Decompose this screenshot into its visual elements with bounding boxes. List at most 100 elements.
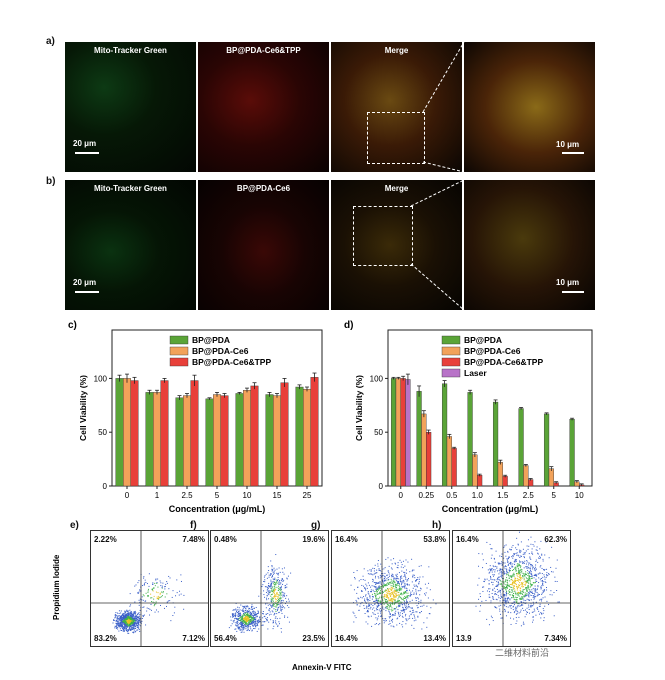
micrograph-title: Merge	[384, 184, 409, 193]
x-axis-title: Concentration (μg/mL)	[169, 504, 266, 514]
bar	[497, 462, 503, 487]
bar	[235, 393, 244, 487]
bar	[451, 448, 457, 487]
flow-panel-label: g)	[311, 520, 321, 531]
scale-label: 20 μm	[73, 278, 97, 287]
flow-panel-label: h)	[432, 520, 442, 531]
flow-panel-label: f)	[190, 520, 197, 531]
bar	[467, 392, 473, 487]
quadrant-value: 16.4%	[456, 535, 479, 544]
y-tick-label: 0	[379, 482, 384, 491]
scale-label: 10 μm	[556, 278, 580, 287]
flow-scatter	[211, 531, 328, 646]
quadrant-value: 19.6%	[302, 535, 325, 544]
bar	[160, 380, 169, 487]
bar	[405, 379, 411, 487]
micrograph-a-zoom: 10 μm	[464, 42, 595, 172]
flow-xlabel: Annexin-V FITC	[292, 663, 352, 672]
scale-label: 10 μm	[556, 140, 580, 149]
scale-bar	[562, 291, 584, 293]
x-tick-label: 1.0	[472, 491, 484, 500]
bar	[390, 378, 397, 487]
watermark: 二维材料前沿	[495, 648, 550, 658]
micrograph-b-merge: Merge	[331, 180, 462, 310]
legend-swatch	[441, 335, 461, 345]
quadrant-value: 2.22%	[94, 535, 117, 544]
scale-bar	[75, 291, 99, 293]
plot-frame	[387, 329, 593, 487]
bar	[213, 394, 221, 487]
bar	[190, 380, 199, 487]
y-tick-label: 100	[370, 374, 384, 383]
legend-label: BP@PDA-Ce6	[464, 346, 521, 356]
x-tick-label: 25	[303, 491, 312, 500]
quadrant-value: 83.2%	[94, 634, 117, 643]
flow-scatter	[332, 531, 449, 646]
bar	[421, 413, 427, 487]
micrograph-b-green: Mito-Tracker Green 20 μm	[65, 180, 196, 310]
bar	[446, 436, 452, 487]
panel-label: c)	[68, 320, 77, 331]
quadrant-value: 53.8%	[423, 535, 446, 544]
quadrant-value: 13.9	[456, 634, 472, 643]
flow-panel-label: e)	[70, 520, 79, 531]
x-tick-label: 5	[215, 491, 220, 500]
legend-swatch	[169, 357, 189, 367]
y-axis-title: Cell Viability (%)	[78, 375, 88, 441]
bar	[295, 386, 304, 487]
bar	[441, 383, 448, 487]
quadrant-value: 0.48%	[214, 535, 237, 544]
micrograph-title: Mito-Tracker Green	[94, 184, 167, 193]
bar	[416, 391, 422, 487]
legend-label: Laser	[464, 368, 487, 378]
micrograph-b-red: BP@PDA-Ce6	[198, 180, 329, 310]
bar	[426, 432, 432, 487]
flow-scatter	[453, 531, 570, 646]
x-tick-label: 2.5	[523, 491, 535, 500]
zoom-box	[367, 112, 425, 164]
bar	[472, 454, 478, 487]
panel-a-label: a)	[46, 36, 55, 47]
x-tick-label: 5	[552, 491, 557, 500]
quadrant-value: 7.48%	[182, 535, 205, 544]
flow-panel: 16.4% 62.3% 13.9 7.34%	[452, 530, 571, 647]
legend-swatch	[169, 346, 189, 356]
bar	[175, 397, 184, 487]
quadrant-value: 7.34%	[544, 634, 567, 643]
legend-label: BP@PDA	[192, 335, 230, 345]
x-tick-label: 10	[575, 491, 584, 500]
x-axis-title: Concentration (μg/mL)	[442, 504, 539, 514]
legend-label: BP@PDA-Ce6	[192, 346, 249, 356]
x-tick-label: 15	[273, 491, 282, 500]
bar	[130, 380, 139, 487]
bar	[243, 390, 251, 487]
legend-swatch	[169, 335, 189, 345]
legend-swatch	[441, 346, 461, 356]
y-tick-label: 50	[374, 428, 383, 437]
bar	[543, 413, 550, 487]
bar	[220, 395, 229, 487]
quadrant-value: 16.4%	[335, 535, 358, 544]
bar	[273, 395, 281, 487]
quadrant-value: 7.12%	[182, 634, 205, 643]
micrograph-title: BP@PDA-Ce6	[236, 184, 291, 193]
micrograph-a-red: BP@PDA-Ce6&TPP	[198, 42, 329, 172]
legend-swatch	[441, 368, 461, 378]
flow-scatter	[91, 531, 208, 646]
bar	[250, 385, 259, 487]
bar	[265, 394, 274, 487]
bar	[145, 392, 154, 487]
micrograph-title: Merge	[384, 46, 409, 55]
bar	[492, 401, 499, 487]
x-tick-label: 2.5	[181, 491, 193, 500]
quadrant-value: 13.4%	[423, 634, 446, 643]
bar	[280, 382, 289, 487]
quadrant-value: 62.3%	[544, 535, 567, 544]
scale-bar	[75, 152, 99, 154]
x-tick-label: 0	[125, 491, 130, 500]
micrograph-a-green: Mito-Tracker Green 20 μm	[65, 42, 196, 172]
flow-ylabel: Propidium Iodide	[52, 554, 61, 620]
bar	[183, 395, 191, 487]
